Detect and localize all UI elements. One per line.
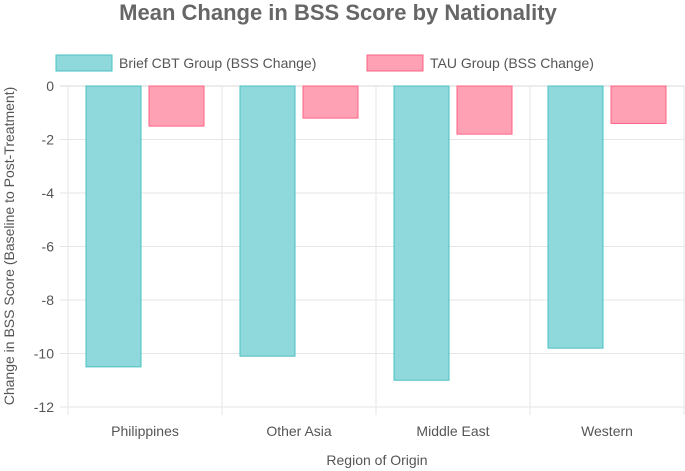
legend-label-tau[interactable]: TAU Group (BSS Change) bbox=[430, 55, 594, 71]
legend-label-cbt[interactable]: Brief CBT Group (BSS Change) bbox=[119, 55, 316, 71]
bar-tau-middle-east[interactable] bbox=[456, 85, 513, 135]
bar-cbt-other-asia[interactable] bbox=[239, 85, 296, 357]
grid bbox=[60, 85, 685, 415]
y-axis-title: Change in BSS Score (Baseline to Post-Tr… bbox=[1, 87, 17, 406]
y-tick-label: -2 bbox=[42, 132, 55, 148]
x-tick-label: Other Asia bbox=[266, 423, 332, 439]
chart-title: Mean Change in BSS Score by Nationality bbox=[119, 0, 557, 25]
bar-tau-other-asia[interactable] bbox=[302, 85, 359, 119]
x-tick-label: Western bbox=[581, 423, 633, 439]
legend-swatch-tau[interactable] bbox=[366, 54, 424, 72]
y-axis-ticks: 0 -2 -4 -6 -8 -10 -12 bbox=[34, 78, 54, 415]
y-tick-label: 0 bbox=[46, 78, 54, 94]
x-axis-title: Region of Origin bbox=[326, 452, 427, 468]
bar-tau-western[interactable] bbox=[610, 85, 667, 124]
bars bbox=[85, 85, 667, 381]
bar-cbt-philippines[interactable] bbox=[85, 85, 142, 368]
y-tick-label: -12 bbox=[34, 399, 54, 415]
y-tick-label: -6 bbox=[42, 239, 55, 255]
x-axis-ticks: Philippines Other Asia Middle East Western bbox=[111, 423, 633, 439]
y-tick-label: -4 bbox=[42, 185, 55, 201]
bar-cbt-middle-east[interactable] bbox=[393, 85, 450, 381]
legend-swatch-cbt[interactable] bbox=[55, 54, 113, 72]
x-tick-label: Philippines bbox=[111, 423, 179, 439]
bar-tau-philippines[interactable] bbox=[148, 85, 205, 127]
bar-cbt-western[interactable] bbox=[547, 85, 604, 349]
y-tick-label: -8 bbox=[42, 292, 55, 308]
x-tick-label: Middle East bbox=[416, 423, 489, 439]
legend: Brief CBT Group (BSS Change) TAU Group (… bbox=[55, 54, 594, 72]
y-tick-label: -10 bbox=[34, 346, 54, 362]
